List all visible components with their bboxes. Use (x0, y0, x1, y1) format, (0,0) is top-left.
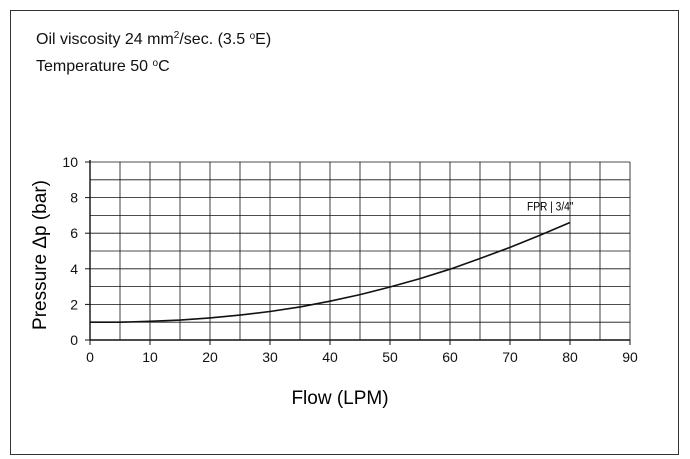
viscosity-exponent: 2 (173, 30, 180, 41)
y-axis-label: Pressure Δp (bar) (30, 180, 51, 330)
series-label: FPR | 3/4" (527, 201, 574, 214)
temperature-text: Temperature 50 (36, 58, 153, 75)
degree-symbol: o (152, 58, 159, 69)
viscosity-note: Oil viscosity 24 mm2/sec. (3.5 oE) (36, 30, 271, 49)
y-tick-label: 4 (70, 261, 78, 277)
x-tick-label: 90 (622, 349, 638, 365)
y-tick-label: 8 (70, 190, 78, 206)
chart-axes (85, 160, 631, 345)
degree-symbol: o (249, 31, 256, 42)
y-tick-label: 2 (70, 296, 78, 312)
temperature-note: Temperature 50 oC (36, 58, 170, 76)
x-tick-label: 70 (502, 349, 518, 365)
y-tick-label: 10 (62, 154, 78, 170)
y-tick-label: 6 (70, 225, 78, 241)
x-tick-label: 60 (442, 349, 458, 365)
x-tick-label: 20 (202, 349, 218, 365)
viscosity-text-mid: /sec. (3.5 (179, 31, 250, 48)
x-tick-label: 50 (382, 349, 398, 365)
y-tick-label: 0 (70, 332, 78, 348)
chart-grid (90, 161, 631, 340)
x-tick-label: 10 (142, 349, 158, 365)
viscosity-unit: E) (255, 31, 272, 48)
viscosity-text: Oil viscosity 24 mm (36, 31, 174, 48)
chart-frame (10, 10, 679, 455)
tick-labels: 0 10 20 30 40 50 60 70 80 90 0 2 4 6 8 10 (62, 154, 638, 365)
x-tick-label: 80 (562, 349, 578, 365)
temperature-unit: C (158, 58, 170, 75)
series-line (90, 221, 571, 323)
x-axis-label: Flow (LPM) (291, 388, 388, 409)
x-tick-label: 0 (86, 349, 94, 365)
x-tick-label: 30 (262, 349, 278, 365)
x-tick-label: 40 (322, 349, 338, 365)
